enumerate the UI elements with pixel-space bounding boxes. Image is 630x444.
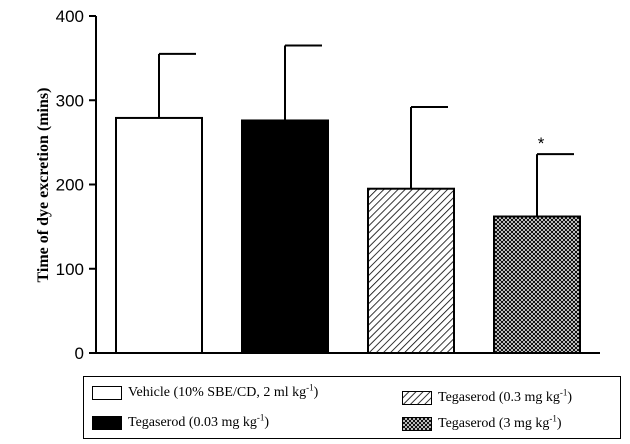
- legend-item-vehicle: Vehicle (10% SBE/CD, 2 ml kg-1): [92, 382, 319, 401]
- y-tick-label-300: 300: [56, 91, 84, 110]
- legend: Vehicle (10% SBE/CD, 2 ml kg-1) Tegasero…: [83, 376, 621, 439]
- legend-swatch-vehicle: [92, 386, 122, 400]
- legend-item-tegaserod-0.03: Tegaserod (0.03 mg kg-1): [92, 412, 270, 431]
- y-tick-label-100: 100: [56, 260, 84, 279]
- legend-swatch-tegaserod-0.03: [92, 416, 122, 430]
- legend-label-tegaserod-3: Tegaserod (3 mg kg-1): [438, 413, 562, 431]
- bar-chart: 0 100 200 300 400 * Time of dye excretion (m…: [35, 7, 600, 363]
- legend-item-tegaserod-0.3: Tegaserod (0.3 mg kg-1): [402, 387, 573, 406]
- legend-swatch-tegaserod-0.3: [402, 391, 432, 405]
- legend-item-tegaserod-3: Tegaserod (3 mg kg-1): [402, 413, 562, 432]
- bar-2: [367, 187, 455, 354]
- legend-label-vehicle: Vehicle (10% SBE/CD, 2 ml kg-1): [128, 382, 319, 400]
- bar-1: [241, 119, 329, 354]
- y-axis-label: Time of dye excretion (mins): [35, 88, 52, 283]
- legend-label-tegaserod-0.03: Tegaserod (0.03 mg kg-1): [128, 412, 270, 430]
- legend-swatch-tegaserod-3: [402, 417, 432, 431]
- significance-marker-3: *: [538, 134, 545, 153]
- bar-3: [493, 215, 581, 354]
- bars: *: [115, 44, 581, 354]
- legend-label-tegaserod-0.3: Tegaserod (0.3 mg kg-1): [438, 387, 573, 405]
- bar-0: [115, 116, 203, 354]
- y-tick-label-400: 400: [56, 7, 84, 26]
- y-tick-label-200: 200: [56, 176, 84, 195]
- y-tick-label-0: 0: [75, 344, 84, 363]
